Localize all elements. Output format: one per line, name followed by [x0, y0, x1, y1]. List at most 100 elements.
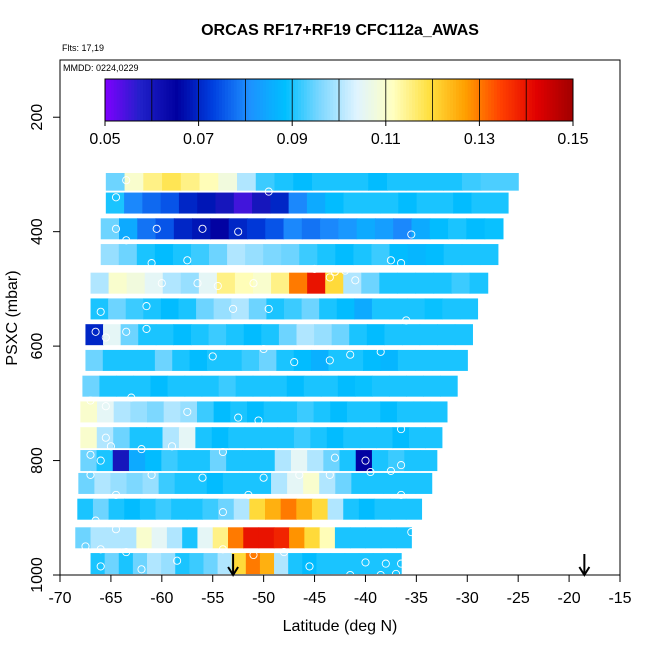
colorbar-segment [131, 79, 135, 121]
heatmap-cell [113, 427, 131, 449]
heatmap-cell [263, 244, 282, 266]
colorbar-segment [420, 79, 425, 121]
heatmap-cell [408, 427, 426, 449]
heatmap-cell [266, 298, 285, 320]
heatmap-cell [399, 472, 417, 494]
colorbar-segment [540, 79, 545, 121]
sample-point [111, 525, 121, 534]
colorbar-segment [359, 79, 363, 121]
colorbar-segment [262, 79, 267, 121]
heatmap-cell [241, 349, 260, 371]
colorbar-segment [432, 79, 437, 121]
sample-point [346, 350, 355, 359]
heatmap-cell [203, 553, 219, 575]
sample-point [142, 324, 151, 333]
heatmap-cell [443, 244, 463, 266]
heatmap-cell [97, 401, 115, 423]
heatmap-cell [150, 375, 169, 397]
heatmap-cell [402, 324, 421, 346]
colorbar-segment [488, 79, 492, 121]
heatmap-cell [365, 527, 382, 549]
heatmap-cell [158, 472, 176, 494]
heatmap-cell [343, 427, 361, 449]
heatmap-band [85, 349, 468, 371]
colorbar-segment [280, 79, 284, 121]
x-tick-label: -40 [354, 590, 377, 607]
heatmap-cell [213, 298, 232, 320]
heatmap-cell [281, 244, 300, 266]
colorbar-segment [283, 79, 287, 121]
colorbar-segment [491, 79, 495, 121]
heatmap-cell [437, 324, 456, 346]
heatmap-cell [96, 427, 114, 449]
heatmap-cell [209, 244, 228, 266]
sample-point [407, 230, 416, 239]
heatmap-cell [193, 450, 211, 472]
heatmap-cell [280, 498, 297, 520]
heatmap-cell [326, 427, 344, 449]
heatmap-cell [442, 298, 461, 320]
sample-point [310, 264, 319, 273]
heatmap-cell [290, 450, 308, 472]
heatmap-band [78, 472, 433, 494]
flight-arrow [578, 554, 591, 577]
heatmap-cell [90, 272, 110, 294]
heatmap-cell [310, 427, 328, 449]
colorbar-segment [558, 79, 562, 121]
colorbar-segment [350, 79, 355, 121]
heatmap-cell [178, 192, 198, 214]
heatmap-cell [299, 244, 318, 266]
colorbar-segment [526, 79, 530, 121]
colorbar-segment [543, 79, 548, 121]
x-tick-label: -20 [558, 590, 581, 607]
heatmap-cell [196, 401, 215, 423]
heatmap-cell [171, 498, 188, 520]
heatmap-cell [296, 401, 315, 423]
heatmap-cell [132, 553, 148, 575]
heatmap-cell [146, 427, 164, 449]
heatmap-cell [489, 192, 509, 214]
y-tick-label: 400 [29, 218, 46, 245]
heatmap-cell [317, 244, 336, 266]
sample-point [325, 356, 334, 365]
heatmap-cell [311, 498, 329, 520]
heatmap-cell [466, 218, 486, 240]
heatmap-cell [136, 527, 153, 549]
sample-point [86, 450, 95, 459]
sample-point [325, 273, 334, 282]
colorbar-segment [140, 79, 144, 121]
heatmap-cell [162, 427, 180, 449]
heatmap-cell [121, 527, 137, 549]
colorbar-segment [400, 79, 404, 121]
heatmap-cell [306, 192, 326, 214]
heatmap-cell [173, 218, 193, 240]
sample-point [183, 256, 192, 265]
heatmap-cell [284, 298, 303, 320]
heatmap-cell [371, 375, 390, 397]
colorbar-segment [189, 79, 194, 121]
sample-point [208, 352, 217, 361]
colorbar-segment [406, 79, 410, 121]
heatmap-cell [261, 324, 280, 346]
heatmap-cell [449, 349, 468, 371]
heatmap-cell [304, 527, 321, 549]
heatmap-cell [499, 169, 519, 191]
heatmap-cell [197, 527, 214, 549]
heatmap-cell [396, 401, 415, 423]
heatmap-cell [222, 472, 240, 494]
colorbar-segment [327, 79, 331, 121]
sample-point [397, 559, 406, 568]
colorbar-segment [300, 79, 305, 121]
colorbar-segment [417, 79, 422, 121]
colorbar-segment [169, 79, 173, 121]
sample-point [96, 456, 105, 465]
heatmap-cell [144, 272, 164, 294]
heatmap-band [80, 401, 448, 423]
heatmap-cell [124, 192, 143, 214]
heatmap-cell [99, 375, 118, 397]
sample-point [122, 548, 131, 557]
colorbar-segment [561, 79, 565, 121]
sample-point [361, 456, 370, 465]
heatmap-cell [405, 169, 426, 191]
colorbar-segment [341, 79, 346, 121]
